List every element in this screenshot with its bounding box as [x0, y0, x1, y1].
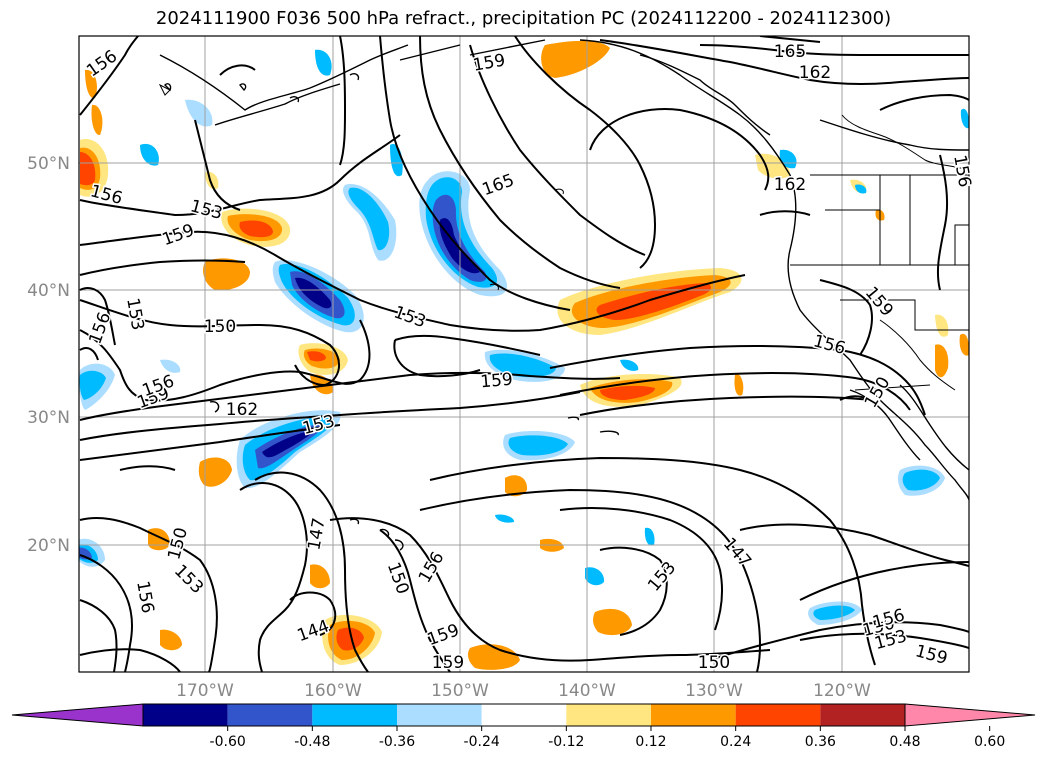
graticule	[79, 36, 969, 672]
lon-label: 160°W	[304, 681, 362, 701]
colorbar-cell	[735, 704, 821, 726]
colorbar-tick-label: -0.48	[294, 734, 330, 750]
colorbar-extend-low	[11, 703, 144, 727]
contour-label: 159	[432, 653, 464, 673]
lon-label: 170°W	[176, 681, 234, 701]
lon-label: 120°W	[813, 681, 871, 701]
colorbar-cell	[312, 704, 397, 726]
colorbar-tick-label: -0.60	[210, 734, 246, 750]
colorbar-cell	[397, 704, 482, 726]
colorbar-cell	[143, 704, 228, 726]
negative-anomaly-fill	[79, 49, 969, 625]
plot-area	[79, 36, 969, 672]
lon-label: 130°W	[685, 681, 743, 701]
contour-label: 162	[774, 175, 806, 195]
colorbar-extend-high	[904, 703, 1036, 727]
contour-label: 159	[480, 370, 514, 393]
borders	[790, 114, 969, 391]
colorbar-tick-label: -0.36	[379, 734, 415, 750]
lat-label-group: 50°N 40°N 30°N 20°N	[27, 154, 70, 556]
colorbar-cell	[481, 704, 567, 726]
lat-label: 30°N	[27, 408, 70, 428]
lon-label: 150°W	[431, 681, 489, 701]
lat-label: 20°N	[27, 536, 70, 556]
colorbar-tick-label: 0.12	[635, 734, 666, 750]
lat-label: 40°N	[27, 281, 70, 301]
colorbar-tick-label: 0.60	[974, 734, 1005, 750]
lat-label: 50°N	[27, 154, 70, 174]
refractivity-contours	[79, 36, 969, 672]
coastlines	[159, 39, 969, 551]
lon-label-group: 170°W 160°W 150°W 140°W 130°W 120°W	[176, 681, 871, 701]
colorbar-cell	[566, 704, 651, 726]
map-title: 2024111900 F036 500 hPa refract., precip…	[155, 8, 892, 29]
colorbar-cell	[820, 704, 905, 726]
lon-label: 140°W	[558, 681, 616, 701]
colorbar-frame	[142, 703, 906, 727]
contour-label: 150	[698, 653, 730, 673]
colorbar-tick-label: 0.36	[805, 734, 836, 750]
colorbar-cell	[227, 704, 313, 726]
plot-frame	[78, 35, 970, 673]
positive-anomaly-fill	[80, 40, 969, 670]
colorbar: -0.60 -0.48 -0.36 -0.24 -0.12 0.12 0.24 0.36 0.4…	[11, 703, 1036, 750]
contour-label: 162	[799, 63, 831, 83]
colorbar-tick-label: -0.12	[548, 734, 584, 750]
contour-label: 165	[774, 42, 806, 62]
contour-label: 162	[226, 400, 258, 420]
contour-label: 150	[204, 317, 236, 337]
colorbar-tick-label: 0.24	[720, 734, 751, 750]
colorbar-cell	[651, 704, 736, 726]
islands	[158, 83, 564, 291]
colorbar-tick-label: 0.48	[889, 734, 920, 750]
colorbar-tick-label: -0.24	[464, 734, 500, 750]
